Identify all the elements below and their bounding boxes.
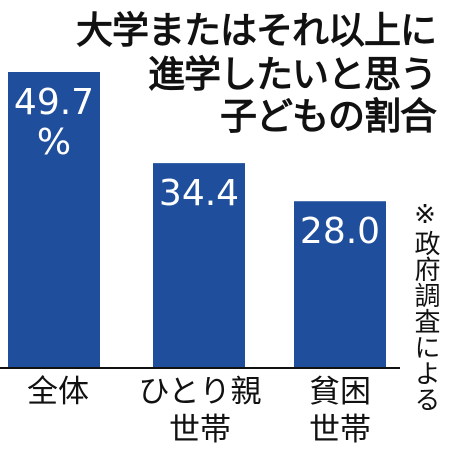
- chart-title-line-3: 子どもの割合: [220, 95, 437, 138]
- bar-0: [8, 72, 100, 368]
- category-label-1: ひとり親: [138, 374, 261, 410]
- category-label-2: 貧困: [309, 374, 371, 410]
- category-label-1-1: 世帯: [169, 412, 231, 448]
- bar-value-label-2: 28.0: [300, 211, 380, 252]
- bar-value-label-0: 49.7: [14, 82, 94, 123]
- bar-value-label-0-1: %: [37, 122, 71, 163]
- source-note: ※政府調査による: [410, 200, 440, 412]
- bar-value-label-1: 34.4: [159, 173, 239, 214]
- chart-title-line-2: 進学したいと思う: [148, 53, 437, 96]
- bar-2: [294, 201, 386, 368]
- bar-1: [153, 163, 245, 368]
- chart-title-line-1: 大学またはそれ以上に: [76, 9, 437, 52]
- category-label-0: 全体: [27, 374, 89, 410]
- category-label-2-1: 世帯: [309, 412, 371, 448]
